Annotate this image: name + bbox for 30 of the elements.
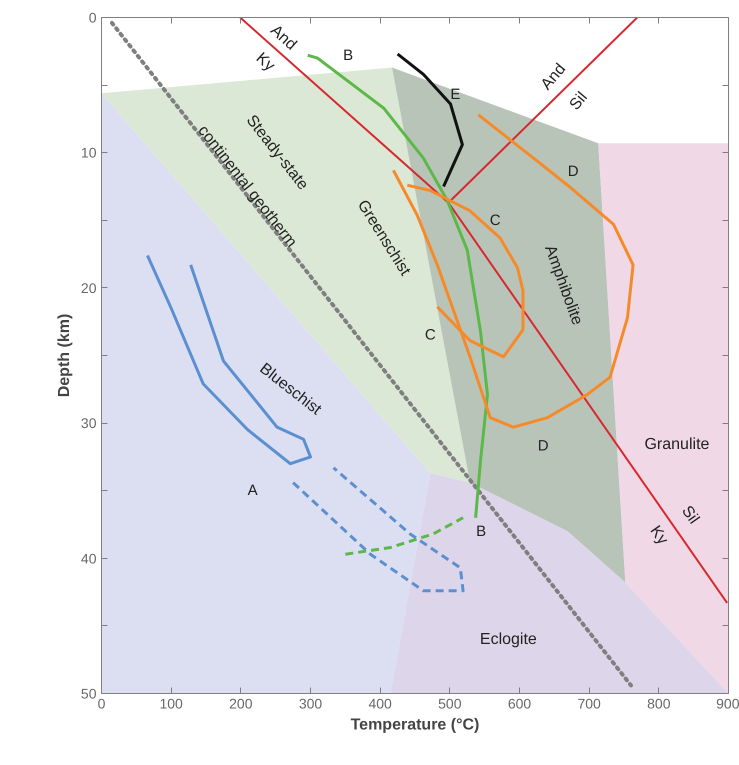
x-tick-label: 900 [716,696,739,712]
y-tick-label: 30 [80,415,97,432]
y-tick-label: 40 [80,550,97,566]
x-tick-label: 100 [159,696,184,712]
annotation: Granulite [644,436,710,454]
x-tick-label: 800 [647,696,671,712]
x-tick-label: 600 [508,696,532,712]
annotation: Ky [646,522,672,548]
annotation: Eclogite [480,630,537,648]
annotation: B [476,522,486,540]
annotation: C [490,212,501,229]
annotation: C [424,326,436,344]
annotation: Sil [678,502,702,528]
annotation: D [568,163,579,180]
annotation: B [343,46,354,64]
y-tick-label: 0 [88,10,97,26]
y-axis-title: Depth (km) [56,314,73,398]
x-tick-label: 700 [577,696,602,712]
annotation: A [248,482,258,500]
annotation: Sil [566,89,591,114]
x-tick-label: 200 [229,696,253,712]
x-tick-label: 400 [368,696,392,712]
y-tick-label: 10 [80,144,97,161]
y-tick-label: 50 [80,686,97,702]
annotation: D [538,438,549,455]
x-tick-label: 300 [298,696,322,712]
x-axis-title: Temperature (°C) [350,716,480,734]
x-tick-label: 500 [438,696,462,712]
y-tick-label: 20 [80,280,97,296]
annotation: E [450,86,460,104]
